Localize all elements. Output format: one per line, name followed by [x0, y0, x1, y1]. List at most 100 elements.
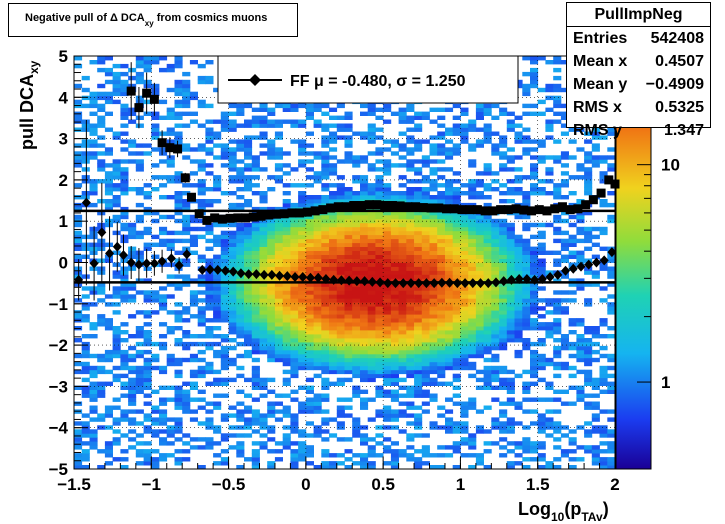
heatmap-cell [112, 87, 121, 93]
heatmap-cell [143, 206, 152, 212]
heatmap-cell [89, 326, 98, 331]
heatmap-cell [468, 218, 477, 224]
heatmap-cell [189, 250, 198, 255]
heatmap-cell [344, 222, 353, 228]
heatmap-cell [414, 349, 423, 355]
heatmap-cell [475, 270, 484, 275]
heatmap-cell [282, 191, 291, 196]
heatmap-cell [499, 341, 508, 347]
heatmap-cell [468, 345, 477, 351]
heatmap-cell [290, 453, 299, 458]
heatmap-cell [213, 199, 222, 204]
mean-point [118, 250, 128, 261]
sigma-point [395, 201, 405, 211]
heatmap-cell [437, 210, 446, 216]
heatmap-cell [390, 338, 399, 343]
heatmap-cell [499, 385, 508, 390]
heatmap-cell [483, 345, 492, 351]
heatmap-cell [483, 202, 492, 208]
stats-label: Mean x [573, 53, 628, 70]
heatmap-cell [251, 322, 260, 327]
heatmap-cell [321, 397, 330, 402]
heatmap-cell [298, 238, 307, 244]
heatmap-cell [112, 353, 121, 359]
heatmap-cell [220, 318, 229, 323]
heatmap-cell [228, 147, 237, 152]
heatmap-cell [344, 318, 353, 323]
heatmap-cell [282, 226, 291, 232]
heatmap-cell [143, 294, 152, 299]
heatmap-cell [560, 103, 569, 109]
heatmap-cell [406, 167, 415, 172]
heatmap-cell [81, 314, 90, 319]
heatmap-cell [383, 322, 392, 327]
heatmap-cell [383, 345, 392, 351]
sigma-point [271, 209, 281, 219]
heatmap-cell [336, 234, 345, 240]
heatmap-cell [159, 56, 168, 61]
heatmap-cell [599, 377, 608, 383]
heatmap-cell [468, 437, 477, 442]
heatmap-cell [120, 282, 129, 287]
heatmap-cell [81, 361, 90, 367]
heatmap-cell [205, 262, 214, 267]
heatmap-cell [367, 210, 376, 216]
heatmap-cell [429, 234, 438, 240]
heatmap-cell [414, 433, 423, 438]
heatmap-cell [81, 377, 90, 383]
heatmap-cell [591, 429, 600, 434]
heatmap-cell [537, 286, 546, 291]
heatmap-cell [437, 365, 446, 371]
heatmap-cell [522, 222, 531, 228]
heatmap-cell [182, 206, 191, 212]
heatmap-cell [607, 167, 616, 172]
heatmap-cell [383, 369, 392, 375]
heatmap-cell [452, 322, 461, 327]
heatmap-cell [421, 373, 430, 379]
heatmap-cell [236, 373, 245, 379]
heatmap-cell [607, 127, 616, 132]
heatmap-cell [483, 294, 492, 299]
heatmap-cell [143, 441, 152, 446]
heatmap-cell [159, 365, 168, 371]
heatmap-cell [267, 246, 276, 251]
heatmap-cell [182, 306, 191, 311]
heatmap-cell [560, 365, 569, 371]
heatmap-cell [282, 349, 291, 355]
heatmap-cell [135, 79, 144, 85]
heatmap-cell [360, 234, 369, 240]
heatmap-cell [545, 433, 554, 438]
heatmap-cell [514, 179, 523, 184]
heatmap-cell [120, 183, 129, 188]
heatmap-cell [267, 330, 276, 335]
heatmap-cell [329, 290, 338, 295]
heatmap-cell [290, 461, 299, 466]
heatmap-cell [236, 187, 245, 192]
heatmap-cell [352, 226, 361, 232]
heatmap-cell [352, 429, 361, 434]
heatmap-cell [120, 171, 129, 176]
heatmap-cell [437, 369, 446, 375]
heatmap-cell [290, 286, 299, 291]
mean-point [220, 265, 230, 276]
heatmap-cell [182, 123, 191, 128]
heatmap-cell [205, 135, 214, 140]
heatmap-cell [483, 441, 492, 446]
heatmap-cell [329, 123, 338, 128]
heatmap-cell [344, 195, 353, 200]
heatmap-cell [530, 254, 539, 259]
heatmap-cell [336, 298, 345, 303]
heatmap-cell [421, 175, 430, 180]
heatmap-cell [174, 373, 183, 379]
heatmap-cell [305, 250, 314, 255]
heatmap-cell [290, 349, 299, 355]
heatmap-cell [197, 103, 206, 109]
heatmap-cell [421, 393, 430, 398]
heatmap-cell [367, 195, 376, 200]
heatmap-cell [213, 254, 222, 259]
heatmap-cell [398, 119, 407, 124]
sigma-point [295, 208, 305, 218]
heatmap-cell [321, 159, 330, 164]
heatmap-cell [174, 115, 183, 120]
heatmap-cell [352, 191, 361, 196]
